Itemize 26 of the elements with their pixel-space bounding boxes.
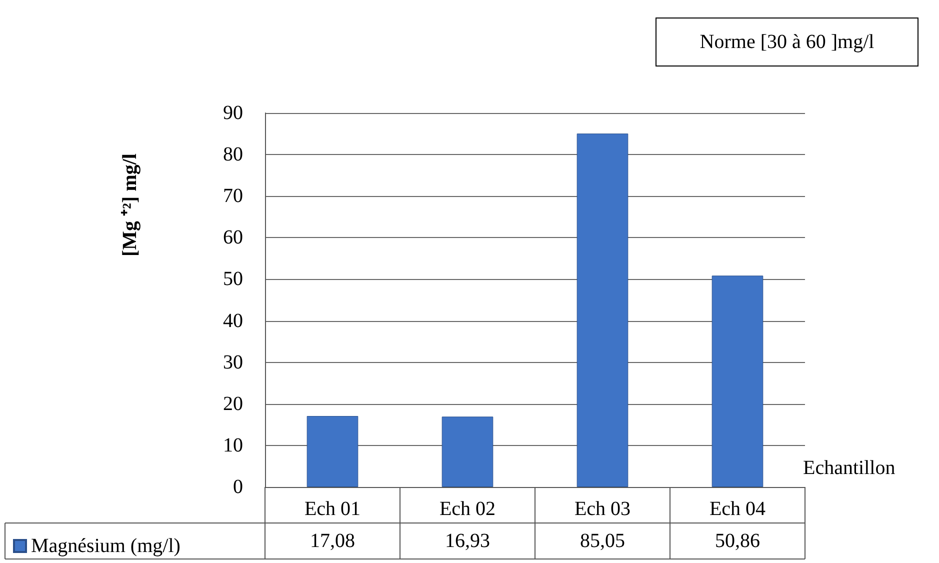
y-axis-title: [Mg ⁺²] mg/l — [119, 153, 141, 256]
legend-label: Magnésium (mg/l) — [31, 535, 180, 557]
y-tick-label: 50 — [223, 268, 243, 290]
y-tick-label: 30 — [223, 351, 243, 374]
data-label: 16,93 — [445, 530, 490, 552]
y-tick-label: 70 — [223, 185, 243, 208]
data-label: 50,86 — [715, 530, 760, 552]
y-tick-label: 0 — [233, 476, 243, 498]
x-tick-label: Ech 04 — [709, 498, 766, 520]
y-tick-label: 10 — [223, 434, 243, 456]
y-tick-label: 80 — [223, 144, 243, 166]
bar — [712, 276, 764, 487]
x-tick-label: Ech 03 — [574, 498, 631, 520]
y-tick-label: 60 — [223, 226, 243, 249]
text: Norme [30 à 60 ]mg/l — [700, 31, 875, 53]
y-tick-label: 20 — [223, 392, 243, 415]
x-tick-label: Ech 01 — [304, 498, 361, 520]
bar — [442, 416, 494, 487]
data-label: 17,08 — [310, 530, 355, 552]
bar — [306, 416, 358, 487]
x-axis-title: Echantillon — [803, 457, 896, 479]
y-tick-label: 40 — [223, 310, 243, 332]
data-label: 85,05 — [580, 530, 625, 552]
x-tick-label: Ech 02 — [439, 498, 496, 520]
bar — [576, 134, 628, 487]
y-tick-label: 90 — [223, 102, 243, 124]
